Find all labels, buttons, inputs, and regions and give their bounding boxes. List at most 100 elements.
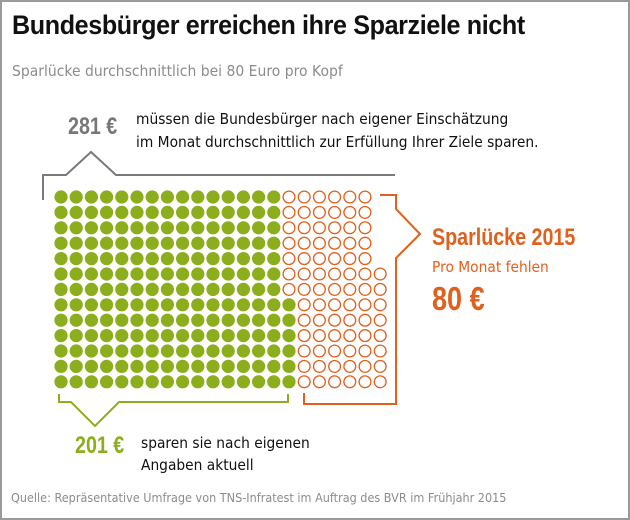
saved-dot: [145, 190, 159, 204]
saved-dot: [160, 375, 174, 389]
saved-dot: [130, 190, 144, 204]
gap-dot: [328, 359, 342, 373]
gap-dot: [358, 252, 372, 266]
saved-dot: [69, 190, 83, 204]
saved-dot: [206, 252, 220, 266]
saved-dot: [145, 344, 159, 358]
gap-dot: [282, 236, 296, 250]
gap-dot: [328, 221, 342, 235]
gap-dot: [358, 190, 372, 204]
saved-dot: [252, 190, 266, 204]
saved-dot: [69, 329, 83, 343]
gap-dot: [358, 375, 372, 389]
saved-dot: [236, 298, 250, 312]
target-description-line1: müssen die Bundesbürger nach eigener Ein…: [136, 110, 509, 128]
gap-dot: [373, 267, 387, 281]
saved-dot: [54, 329, 68, 343]
target-description-line2: im Monat durchschnittlich zur Erfüllung …: [136, 133, 539, 151]
gap-dot: [373, 359, 387, 373]
saved-dot: [84, 221, 98, 235]
saved-dot: [100, 205, 114, 219]
saved-dot: [130, 205, 144, 219]
saved-dot: [69, 236, 83, 250]
saved-dot: [100, 329, 114, 343]
saved-dot: [267, 190, 281, 204]
saved-dot: [176, 359, 190, 373]
saved-dot: [115, 313, 129, 327]
gap-dot: [297, 359, 311, 373]
saved-dot: [130, 329, 144, 343]
saved-dot: [54, 375, 68, 389]
saved-dot: [160, 298, 174, 312]
saved-dot: [267, 205, 281, 219]
gap-dot: [373, 313, 387, 327]
gap-dot: [343, 344, 357, 358]
saved-dot: [130, 236, 144, 250]
saved-dot: [221, 282, 235, 296]
saved-dot: [176, 205, 190, 219]
gap-dot: [282, 267, 296, 281]
gap-dot: [358, 313, 372, 327]
saved-dot: [100, 282, 114, 296]
gap-dot: [328, 190, 342, 204]
saved-dot: [282, 329, 296, 343]
saved-dot: [252, 329, 266, 343]
saved-dot: [115, 344, 129, 358]
gap-dot: [343, 221, 357, 235]
saved-dot: [191, 375, 205, 389]
saved-dot: [206, 282, 220, 296]
gap-dot: [312, 252, 326, 266]
gap-dot: [312, 221, 326, 235]
saved-dot: [54, 298, 68, 312]
gap-dot: [312, 205, 326, 219]
saved-dot: [236, 329, 250, 343]
saved-dot: [54, 190, 68, 204]
saved-dot: [100, 344, 114, 358]
gap-dot: [282, 252, 296, 266]
gap-dot: [282, 205, 296, 219]
gap-dot: [328, 282, 342, 296]
saved-dot: [100, 375, 114, 389]
saved-dot: [221, 359, 235, 373]
waffle-dots: [54, 190, 387, 389]
saved-dot: [145, 313, 159, 327]
saved-dot: [252, 282, 266, 296]
target-value-label: 281 €: [68, 113, 118, 140]
saved-dot: [236, 221, 250, 235]
gap-dot: [312, 190, 326, 204]
actual-description: sparen sie nach eigenen Angaben aktuell: [141, 432, 310, 476]
saved-dot: [160, 236, 174, 250]
saved-dot: [69, 375, 83, 389]
gap-dot: [328, 344, 342, 358]
gap-dot: [358, 236, 372, 250]
gap-dot: [312, 344, 326, 358]
saved-dot: [206, 313, 220, 327]
saved-dot: [176, 298, 190, 312]
saved-dot: [115, 329, 129, 343]
saved-dot: [267, 221, 281, 235]
gap-dot: [373, 282, 387, 296]
saved-dot: [115, 236, 129, 250]
target-description: müssen die Bundesbürger nach eigener Ein…: [136, 108, 539, 154]
saved-dot: [191, 344, 205, 358]
gap-title: Sparlücke 2015: [432, 224, 576, 251]
saved-dot: [160, 267, 174, 281]
saved-dot: [145, 329, 159, 343]
gap-dot: [358, 205, 372, 219]
saved-dot: [160, 359, 174, 373]
saved-dot: [145, 252, 159, 266]
saved-dot: [221, 344, 235, 358]
gap-dot: [282, 221, 296, 235]
saved-dot: [191, 205, 205, 219]
gap-dot: [312, 313, 326, 327]
gap-dot: [358, 298, 372, 312]
saved-dot: [267, 359, 281, 373]
gap-dot: [297, 313, 311, 327]
saved-dot: [84, 329, 98, 343]
saved-dot: [191, 236, 205, 250]
saved-dot: [206, 221, 220, 235]
saved-dot: [282, 298, 296, 312]
gap-dot: [312, 236, 326, 250]
saved-dot: [252, 375, 266, 389]
